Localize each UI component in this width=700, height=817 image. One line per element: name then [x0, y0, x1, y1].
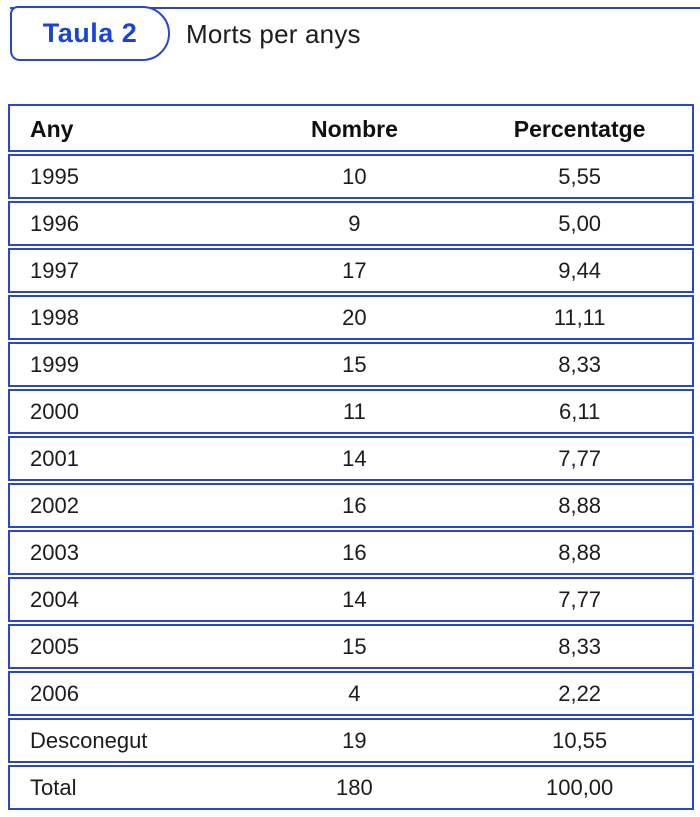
page-title: Morts per anys: [186, 19, 361, 49]
table-cell: 20: [241, 294, 468, 344]
table-row: 1995 10 5,55: [9, 153, 693, 203]
table-cell: 14: [241, 576, 468, 626]
table-number-badge: Taula 2: [10, 6, 170, 61]
table-cell: 6,11: [467, 388, 693, 438]
table-cell: 2005: [9, 623, 242, 673]
table-cell: 11,11: [467, 294, 693, 344]
table-cell: 1999: [9, 341, 242, 391]
table-row: 2003 16 8,88: [9, 529, 693, 579]
table-cell: 1996: [9, 200, 242, 250]
table-cell: 17: [241, 247, 468, 297]
table-body: 1995 10 5,55 1996 9 5,00 1997 17 9,44 1998 20 11,11…: [9, 153, 693, 809]
table-cell: 10,55: [467, 717, 693, 767]
table-row: 2000 11 6,11: [9, 388, 693, 438]
table-cell: 1995: [9, 153, 242, 203]
badge-label: Taula 2: [42, 18, 138, 48]
table-cell: 2003: [9, 529, 242, 579]
table-row: 1998 20 11,11: [9, 294, 693, 344]
table-cell: 4: [241, 670, 468, 720]
table-cell: 2006: [9, 670, 242, 720]
column-header-percentatge: Percentatge: [467, 105, 693, 156]
table-cell: 11: [241, 388, 468, 438]
table-cell: 100,00: [545, 775, 614, 800]
table-cell: 8,33: [467, 341, 693, 391]
table-row: Total 180 100,00: [9, 764, 693, 809]
table-cell: 9: [241, 200, 468, 250]
table-cell: 8,33: [467, 623, 693, 673]
table-row: 1999 15 8,33: [9, 341, 693, 391]
table-cell: 7,77: [467, 435, 693, 485]
table-row: 2004 14 7,77: [9, 576, 693, 626]
table-row: 2006 4 2,22: [9, 670, 693, 720]
table-cell: 2001: [9, 435, 242, 485]
data-table: Any Nombre Percentatge 1995 10 5,55 1996 9 5,…: [8, 104, 694, 810]
table-cell: 14: [241, 435, 468, 485]
table-cell: Total: [30, 775, 77, 800]
table-row: 1997 17 9,44: [9, 247, 693, 297]
table-row: Desconegut 19 10,55: [9, 717, 693, 767]
table-cell: 5,55: [467, 153, 693, 203]
header-rule: [10, 7, 700, 9]
table-cell: 2,22: [467, 670, 693, 720]
table-cell: 16: [241, 482, 468, 532]
table-cell: 5,00: [467, 200, 693, 250]
table-cell: 7,77: [467, 576, 693, 626]
table-cell: 19: [241, 717, 468, 767]
table-cell: 15: [241, 623, 468, 673]
table-cell: 1997: [9, 247, 242, 297]
table-cell: 8,88: [467, 529, 693, 579]
table-cell: 2002: [9, 482, 242, 532]
column-header-any: Any: [9, 105, 242, 156]
table-cell: 10: [241, 153, 468, 203]
table-row: 2002 16 8,88: [9, 482, 693, 532]
table-row: 2001 14 7,77: [9, 435, 693, 485]
table-cell: 8,88: [467, 482, 693, 532]
table-row: 1996 9 5,00: [9, 200, 693, 250]
table-header-row: Any Nombre Percentatge: [9, 105, 693, 156]
table-cell: 15: [241, 341, 468, 391]
table-cell: 180: [336, 775, 373, 800]
table-cell: 1998: [9, 294, 242, 344]
table-header: Any Nombre Percentatge: [9, 105, 693, 156]
table-cell: 2000: [9, 388, 242, 438]
table-cell: 2004: [9, 576, 242, 626]
column-header-nombre: Nombre: [241, 105, 468, 156]
table-cell: Desconegut: [9, 717, 242, 767]
table-row: 2005 15 8,33: [9, 623, 693, 673]
table-cell: 9,44: [467, 247, 693, 297]
table-cell: 16: [241, 529, 468, 579]
